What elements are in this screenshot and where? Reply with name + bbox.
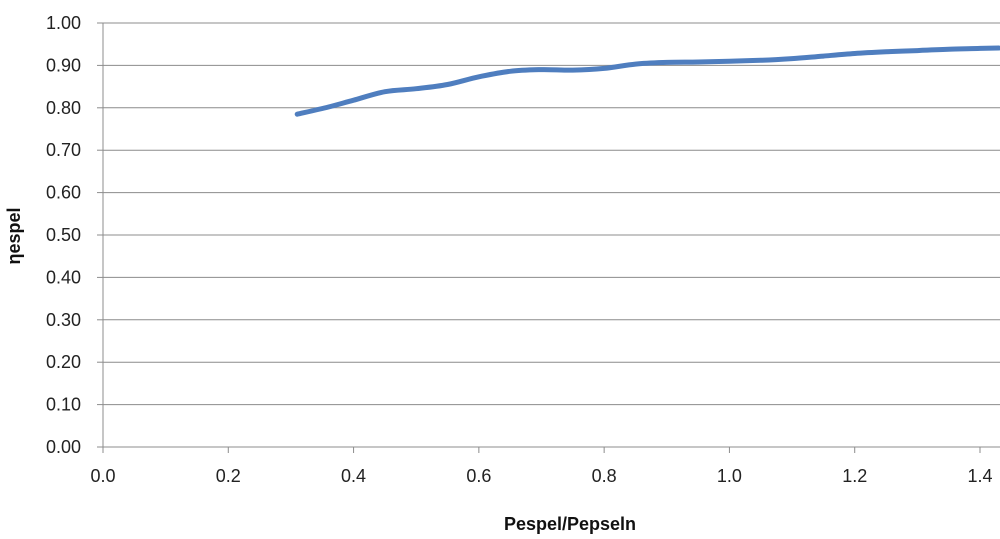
y-tick-label: 0.10 bbox=[46, 395, 81, 415]
x-tick-label: 0.6 bbox=[466, 466, 491, 486]
y-tick-label: 1.00 bbox=[46, 13, 81, 33]
y-tick-label: 0.60 bbox=[46, 183, 81, 203]
y-tick-label: 0.30 bbox=[46, 310, 81, 330]
y-tick-label: 0.00 bbox=[46, 437, 81, 457]
y-axis-ticks: 0.00 0.10 0.20 0.30 0.40 0.50 0.60 0.70 0.80 0.90… bbox=[46, 13, 103, 457]
series-line bbox=[294, 45, 1000, 117]
y-tick-label: 0.70 bbox=[46, 140, 81, 160]
y-tick-label: 0.50 bbox=[46, 225, 81, 245]
y-tick-label: 0.40 bbox=[46, 267, 81, 287]
x-axis-title: Pespel/Pepseln bbox=[504, 514, 636, 534]
y-tick-label: 0.20 bbox=[46, 352, 81, 372]
x-tick-label: 0.8 bbox=[592, 466, 617, 486]
x-axis-ticks: 0.0 0.2 0.4 0.6 0.8 1.0 1.2 1.4 bbox=[90, 447, 993, 486]
x-tick-label: 0.4 bbox=[341, 466, 366, 486]
x-tick-label: 1.0 bbox=[717, 466, 742, 486]
series-layer bbox=[294, 45, 1000, 117]
x-tick-label: 0.0 bbox=[90, 466, 115, 486]
x-tick-label: 1.2 bbox=[842, 466, 867, 486]
gridlines bbox=[102, 22, 1000, 448]
y-tick-label: 0.80 bbox=[46, 98, 81, 118]
x-tick-label: 0.2 bbox=[216, 466, 241, 486]
y-axis-title: ηespel bbox=[4, 207, 24, 264]
y-tick-label: 0.90 bbox=[46, 55, 81, 75]
x-tick-label: 1.4 bbox=[967, 466, 992, 486]
